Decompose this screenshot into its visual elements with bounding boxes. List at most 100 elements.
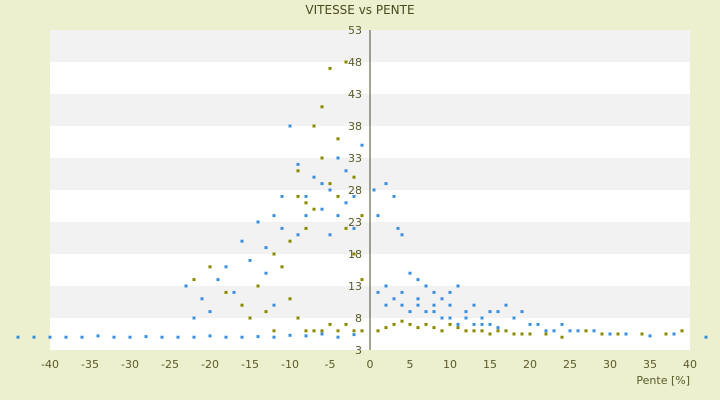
point-blue — [280, 194, 284, 198]
point-olive — [456, 326, 460, 330]
point-blue — [448, 303, 452, 307]
point-olive — [384, 326, 388, 330]
point-olive — [328, 182, 332, 186]
point-blue — [296, 162, 300, 166]
point-olive — [584, 329, 588, 333]
x-tick-label: 30 — [603, 358, 617, 371]
point-blue — [48, 335, 52, 339]
point-olive — [328, 66, 332, 70]
point-blue — [128, 335, 132, 339]
point-olive — [400, 319, 404, 323]
point-blue — [384, 182, 388, 186]
point-blue — [472, 322, 476, 326]
point-blue — [176, 335, 180, 339]
point-olive — [360, 278, 364, 282]
point-blue — [240, 335, 244, 339]
point-olive — [344, 226, 348, 230]
point-olive — [192, 278, 196, 282]
point-blue — [496, 310, 500, 314]
point-blue — [296, 233, 300, 237]
point-blue — [64, 335, 68, 339]
x-ticks: -40 -35 -30 -25 -20 -15 -10 -5 0 5 10 15 20 25 30 35 40 — [41, 358, 697, 371]
point-olive — [616, 332, 620, 336]
point-blue — [416, 303, 420, 307]
point-blue — [360, 143, 364, 147]
point-blue — [144, 335, 148, 339]
point-blue — [400, 290, 404, 294]
point-blue — [408, 310, 412, 314]
point-blue — [256, 335, 260, 339]
point-olive — [488, 332, 492, 336]
point-blue — [480, 322, 484, 326]
point-blue — [344, 169, 348, 173]
point-blue — [672, 332, 676, 336]
point-blue — [472, 303, 476, 307]
point-olive — [312, 124, 316, 128]
point-blue — [528, 322, 532, 326]
point-olive — [272, 252, 276, 256]
point-olive — [432, 326, 436, 330]
point-blue — [488, 310, 492, 314]
point-olive — [336, 194, 340, 198]
point-olive — [504, 329, 508, 333]
point-blue — [376, 290, 380, 294]
y-tick-label: 28 — [348, 184, 362, 197]
point-blue — [448, 290, 452, 294]
point-blue — [304, 334, 308, 338]
point-blue — [328, 233, 332, 237]
point-olive — [280, 265, 284, 269]
point-olive — [352, 175, 356, 179]
x-tick-label: 40 — [683, 358, 697, 371]
point-olive — [464, 329, 468, 333]
point-olive — [312, 329, 316, 333]
point-blue — [488, 322, 492, 326]
point-olive — [512, 332, 516, 336]
point-olive — [600, 332, 604, 336]
point-blue — [376, 214, 380, 218]
point-blue — [544, 329, 548, 333]
point-olive — [304, 226, 308, 230]
point-olive — [496, 329, 500, 333]
point-blue — [512, 316, 516, 320]
point-olive — [320, 105, 324, 109]
point-olive — [320, 156, 324, 160]
point-blue — [480, 316, 484, 320]
point-blue — [192, 335, 196, 339]
point-blue — [16, 335, 20, 339]
x-tick-label: -10 — [281, 358, 299, 371]
point-olive — [560, 335, 564, 339]
point-blue — [432, 303, 436, 307]
point-olive — [288, 297, 292, 301]
y-tick-label: 53 — [348, 24, 362, 37]
point-blue — [272, 335, 276, 339]
point-olive — [240, 303, 244, 307]
point-olive — [392, 322, 396, 326]
point-blue — [224, 265, 228, 269]
point-blue — [384, 303, 388, 307]
point-olive — [640, 332, 644, 336]
point-blue — [456, 322, 460, 326]
point-blue — [400, 303, 404, 307]
point-olive — [272, 329, 276, 333]
point-olive — [248, 316, 252, 320]
point-blue — [352, 226, 356, 230]
point-olive — [264, 310, 268, 314]
y-tick-label: 43 — [348, 88, 362, 101]
point-olive — [336, 137, 340, 141]
point-olive — [208, 265, 212, 269]
x-tick-label: -20 — [201, 358, 219, 371]
point-blue — [352, 333, 356, 337]
point-blue — [208, 310, 212, 314]
point-blue — [288, 124, 292, 128]
x-tick-label: -5 — [325, 358, 336, 371]
point-blue — [352, 194, 356, 198]
point-olive — [288, 239, 292, 243]
point-olive — [256, 284, 260, 288]
point-olive — [664, 332, 668, 336]
x-tick-label: -40 — [41, 358, 59, 371]
point-blue — [576, 329, 580, 333]
point-blue — [424, 284, 428, 288]
point-blue — [392, 297, 396, 301]
